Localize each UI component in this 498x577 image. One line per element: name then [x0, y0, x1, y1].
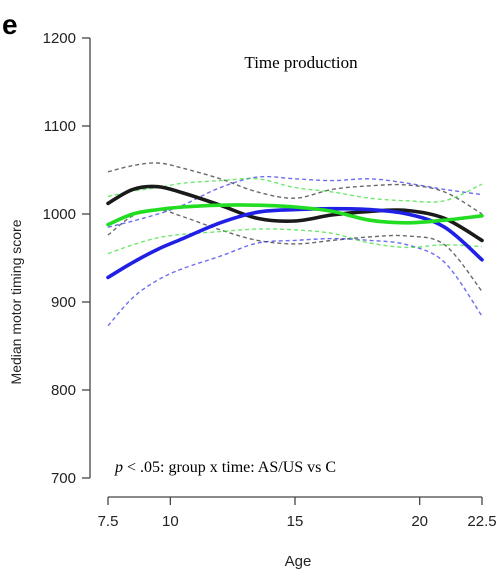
series-2-lower-band: [107, 228, 483, 255]
y-tick-label: 700: [51, 470, 76, 487]
x-axis-label: Age: [285, 553, 312, 570]
y-tick-label: 800: [51, 382, 76, 399]
panel-label: e: [2, 9, 18, 40]
x-tick-label: 15: [287, 513, 304, 530]
x-tick-label: 22.5: [467, 513, 496, 530]
chart-title: Time production: [244, 53, 358, 72]
annotation-p: p: [114, 459, 123, 476]
y-tick-label: 1100: [44, 118, 76, 135]
x-tick-label: 7.5: [98, 513, 119, 530]
y-tick-label: 900: [51, 294, 76, 311]
axes: 700 800 900 1000 1100 1200 7.5 10 15 20 22.5: [43, 30, 497, 530]
series-1-line: [106, 206, 484, 280]
y-axis-label: Median motor timing score: [8, 219, 24, 384]
series-2-upper-band: [107, 177, 483, 203]
x-tick-label: 10: [162, 513, 179, 530]
annotation-text: < .05: group x time: AS/US vs C: [123, 459, 336, 476]
series-0-line: [106, 184, 484, 243]
series-0-upper-band: [107, 162, 483, 215]
series-2-line: [106, 203, 484, 227]
y-tick-label: 1000: [43, 206, 76, 223]
series-0-lower-band: [107, 208, 483, 292]
annotation: p < .05: group x time: AS/US vs C: [114, 459, 336, 476]
y-tick-label: 1200: [43, 30, 76, 47]
confidence-bands: [107, 162, 483, 327]
x-tick-label: 20: [411, 513, 428, 530]
series-lines: [106, 184, 484, 280]
series-1-upper-band: [107, 175, 483, 228]
series-1-lower-band: [107, 237, 483, 327]
